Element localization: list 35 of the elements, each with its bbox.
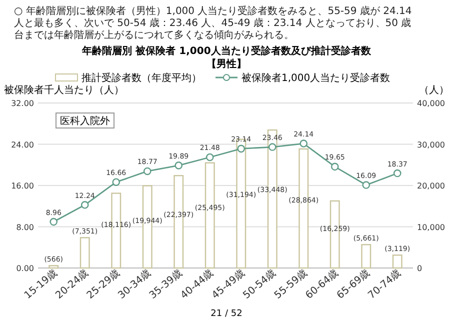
- bar: [392, 254, 402, 269]
- legend-label: 被保険者1,000人当たり受診者数: [242, 72, 390, 84]
- point: [143, 167, 152, 176]
- y-tick-label: 32.00: [11, 99, 34, 108]
- y2-tick-label: 10,000: [417, 222, 445, 232]
- bar: [48, 265, 59, 269]
- point: [237, 144, 246, 153]
- point: [80, 200, 89, 209]
- point: [206, 153, 214, 162]
- point: [112, 178, 120, 186]
- bar: [80, 237, 90, 269]
- point: [362, 181, 370, 189]
- y2-tick-label: 20,000: [417, 182, 445, 190]
- chart-subtitle: 【男性】: [206, 58, 246, 70]
- y-tick-label: 16.00: [11, 182, 34, 190]
- point: [393, 169, 402, 178]
- point: [330, 162, 339, 171]
- point: [268, 143, 276, 151]
- y-axis-title: 被保険者千人当たり（人）: [4, 84, 124, 96]
- text: 21 / 52: [210, 309, 242, 319]
- y-tick-label: 8.00: [16, 222, 34, 232]
- bar: [361, 244, 372, 269]
- annotation: 医科入院外: [60, 115, 110, 127]
- text: ○ 年齢階層別に被保険者（男性）1,000 人当たり受診者数をみると、55-59 歳が 24.14 人と最も多く、次いで 50-54 歳：23.46 人、45-49 歳：23.14 人となっており、50 歳台までは年齢階層が上がるにつれて多くなる傾向がみられる。: [14, 5, 412, 41]
- y2-axis-title: （人）: [419, 85, 449, 96]
- y2-tick-label: 0: [417, 264, 422, 273]
- y-tick-label: 0.00: [16, 264, 34, 273]
- y2-tick-label: 30,000: [417, 140, 445, 150]
- y-tick-label: 24.00: [11, 140, 34, 150]
- legend-label: 推計受診者数（年度平均）: [82, 72, 202, 84]
- chart-title: 年齢階層別 被保険者 1,000人当たり受診者数及び推計受診者数: [81, 45, 372, 57]
- point: [300, 140, 308, 148]
- point: [50, 218, 58, 226]
- y2-tick-label: 40,000: [417, 99, 445, 108]
- point: [174, 162, 183, 170]
